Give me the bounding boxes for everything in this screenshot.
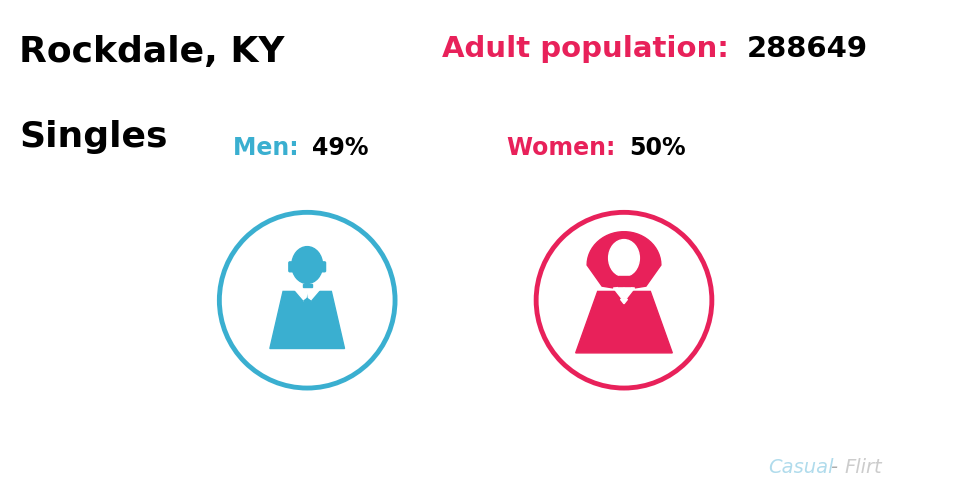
Polygon shape <box>270 292 345 349</box>
Text: Men:: Men: <box>233 135 307 159</box>
Polygon shape <box>304 299 310 304</box>
Polygon shape <box>304 303 310 318</box>
Text: -: - <box>830 457 837 476</box>
Polygon shape <box>576 292 672 353</box>
Text: Casual: Casual <box>768 457 833 476</box>
Text: Rockdale, KY: Rockdale, KY <box>19 35 284 69</box>
Polygon shape <box>303 299 311 304</box>
Text: 288649: 288649 <box>747 35 868 63</box>
Polygon shape <box>588 232 660 289</box>
Polygon shape <box>307 299 311 302</box>
Text: 49%: 49% <box>312 135 369 159</box>
Text: Singles: Singles <box>19 120 168 154</box>
Polygon shape <box>618 277 630 289</box>
Polygon shape <box>303 299 307 302</box>
Polygon shape <box>304 303 310 318</box>
FancyBboxPatch shape <box>320 263 325 272</box>
Polygon shape <box>620 300 628 304</box>
Text: Women:: Women: <box>508 135 624 159</box>
Polygon shape <box>302 284 312 288</box>
FancyBboxPatch shape <box>289 263 295 272</box>
Polygon shape <box>624 288 635 301</box>
Text: 50%: 50% <box>629 135 685 159</box>
Polygon shape <box>613 288 624 301</box>
Polygon shape <box>307 290 320 302</box>
Ellipse shape <box>292 247 323 284</box>
Ellipse shape <box>609 240 639 277</box>
Text: Adult population:: Adult population: <box>442 35 738 63</box>
Text: Flirt: Flirt <box>845 457 882 476</box>
Polygon shape <box>295 290 307 302</box>
